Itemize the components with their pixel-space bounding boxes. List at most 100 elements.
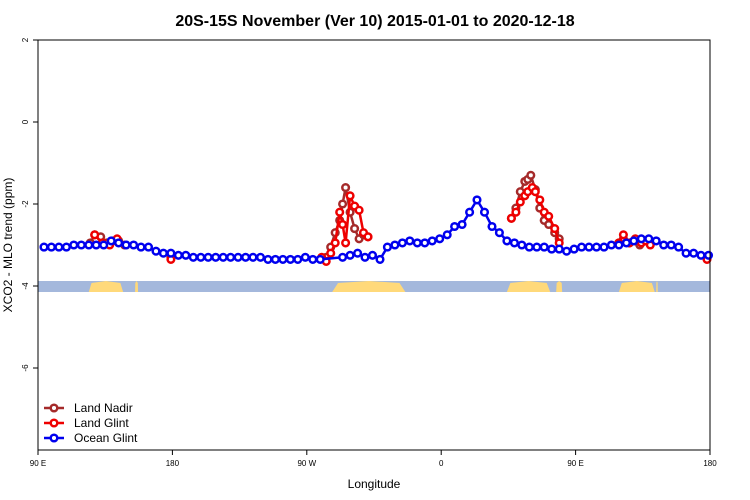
data-point	[61, 242, 71, 252]
data-point	[129, 240, 139, 250]
data-point	[341, 238, 351, 248]
y-tick-label: 2	[21, 37, 30, 42]
data-point	[659, 240, 669, 250]
data-point	[382, 242, 392, 252]
data-point	[39, 242, 49, 252]
data-point	[487, 221, 497, 232]
data-point	[226, 252, 236, 262]
x-tick-label: 0	[439, 459, 444, 468]
data-point	[338, 199, 348, 209]
y-tick-label: -2	[21, 200, 30, 208]
data-point	[166, 248, 176, 258]
x-tick-label: 90 E	[30, 459, 46, 468]
data-point	[173, 250, 183, 260]
y-axis: 2 0 -2 -4 -6	[21, 37, 38, 372]
data-point	[360, 252, 370, 262]
legend-swatch-marker	[49, 433, 59, 443]
series-ocean-glint	[39, 195, 714, 264]
land-segment	[556, 281, 563, 292]
data-point	[614, 240, 624, 250]
data-point	[569, 244, 579, 254]
data-point	[345, 250, 355, 260]
y-tick-label: -4	[21, 282, 30, 290]
data-point	[248, 252, 258, 262]
land-segment	[88, 281, 124, 292]
legend-swatch-marker	[49, 403, 59, 413]
data-point	[420, 238, 430, 248]
data-point	[666, 240, 676, 250]
y-tick-label: -6	[21, 364, 30, 372]
data-point	[363, 232, 373, 242]
data-point	[515, 197, 525, 207]
x-axis: 90 E 180 90 W 0 90 E 180	[30, 450, 717, 468]
data-point	[263, 254, 273, 264]
data-point	[341, 183, 351, 193]
data-point	[158, 248, 168, 258]
data-point	[106, 236, 116, 246]
data-point	[136, 242, 146, 252]
legend-label: Land Nadir	[74, 401, 133, 415]
x-tick-label: 90 E	[567, 459, 583, 468]
data-point	[577, 242, 587, 252]
data-point	[335, 207, 345, 217]
data-point	[629, 236, 639, 246]
data-point	[308, 254, 318, 264]
data-point	[76, 240, 86, 250]
data-point	[681, 248, 691, 258]
data-point	[99, 240, 109, 250]
legend-item: Ocean Glint	[44, 431, 138, 445]
data-point	[46, 242, 56, 252]
land-segment	[656, 281, 658, 292]
data-point	[636, 234, 646, 244]
data-point	[547, 244, 557, 254]
data-point	[427, 236, 437, 246]
data-point	[338, 252, 348, 262]
landmask-band	[38, 281, 710, 292]
data-point	[544, 211, 554, 221]
series-layer	[39, 170, 714, 265]
data-point	[479, 207, 490, 217]
data-point	[90, 230, 100, 240]
data-point	[696, 250, 706, 260]
data-point	[562, 246, 572, 256]
data-point	[151, 246, 161, 256]
data-point	[457, 219, 467, 230]
land-segment	[332, 281, 406, 292]
data-point	[326, 248, 336, 258]
data-point	[367, 250, 378, 260]
data-point	[599, 242, 609, 252]
data-point	[554, 244, 564, 254]
data-point	[506, 213, 516, 223]
data-point	[114, 238, 124, 248]
data-point	[270, 254, 280, 264]
y-axis-label: XCO2 - MLO trend (ppm)	[1, 178, 15, 313]
legend-swatch-marker	[49, 418, 59, 428]
data-point	[188, 252, 198, 262]
data-point	[315, 254, 325, 264]
data-point	[390, 240, 400, 250]
data-point	[651, 236, 661, 246]
y-tick-label: 0	[21, 119, 30, 124]
data-point	[354, 205, 364, 215]
data-point	[530, 187, 540, 197]
data-point	[509, 238, 519, 248]
data-point	[121, 240, 131, 250]
data-point	[196, 252, 206, 262]
x-tick-label: 90 W	[297, 459, 316, 468]
data-point	[674, 242, 684, 252]
data-point	[526, 170, 536, 180]
data-point	[375, 254, 385, 264]
land-segment	[506, 281, 551, 292]
data-point	[550, 224, 560, 234]
data-point	[472, 195, 482, 205]
data-point	[353, 248, 363, 258]
land-segment	[618, 281, 655, 292]
data-point	[435, 234, 445, 244]
data-point	[54, 242, 64, 252]
land-segment	[135, 281, 139, 292]
data-point	[618, 230, 628, 240]
data-point	[143, 242, 154, 252]
data-point	[606, 240, 616, 250]
